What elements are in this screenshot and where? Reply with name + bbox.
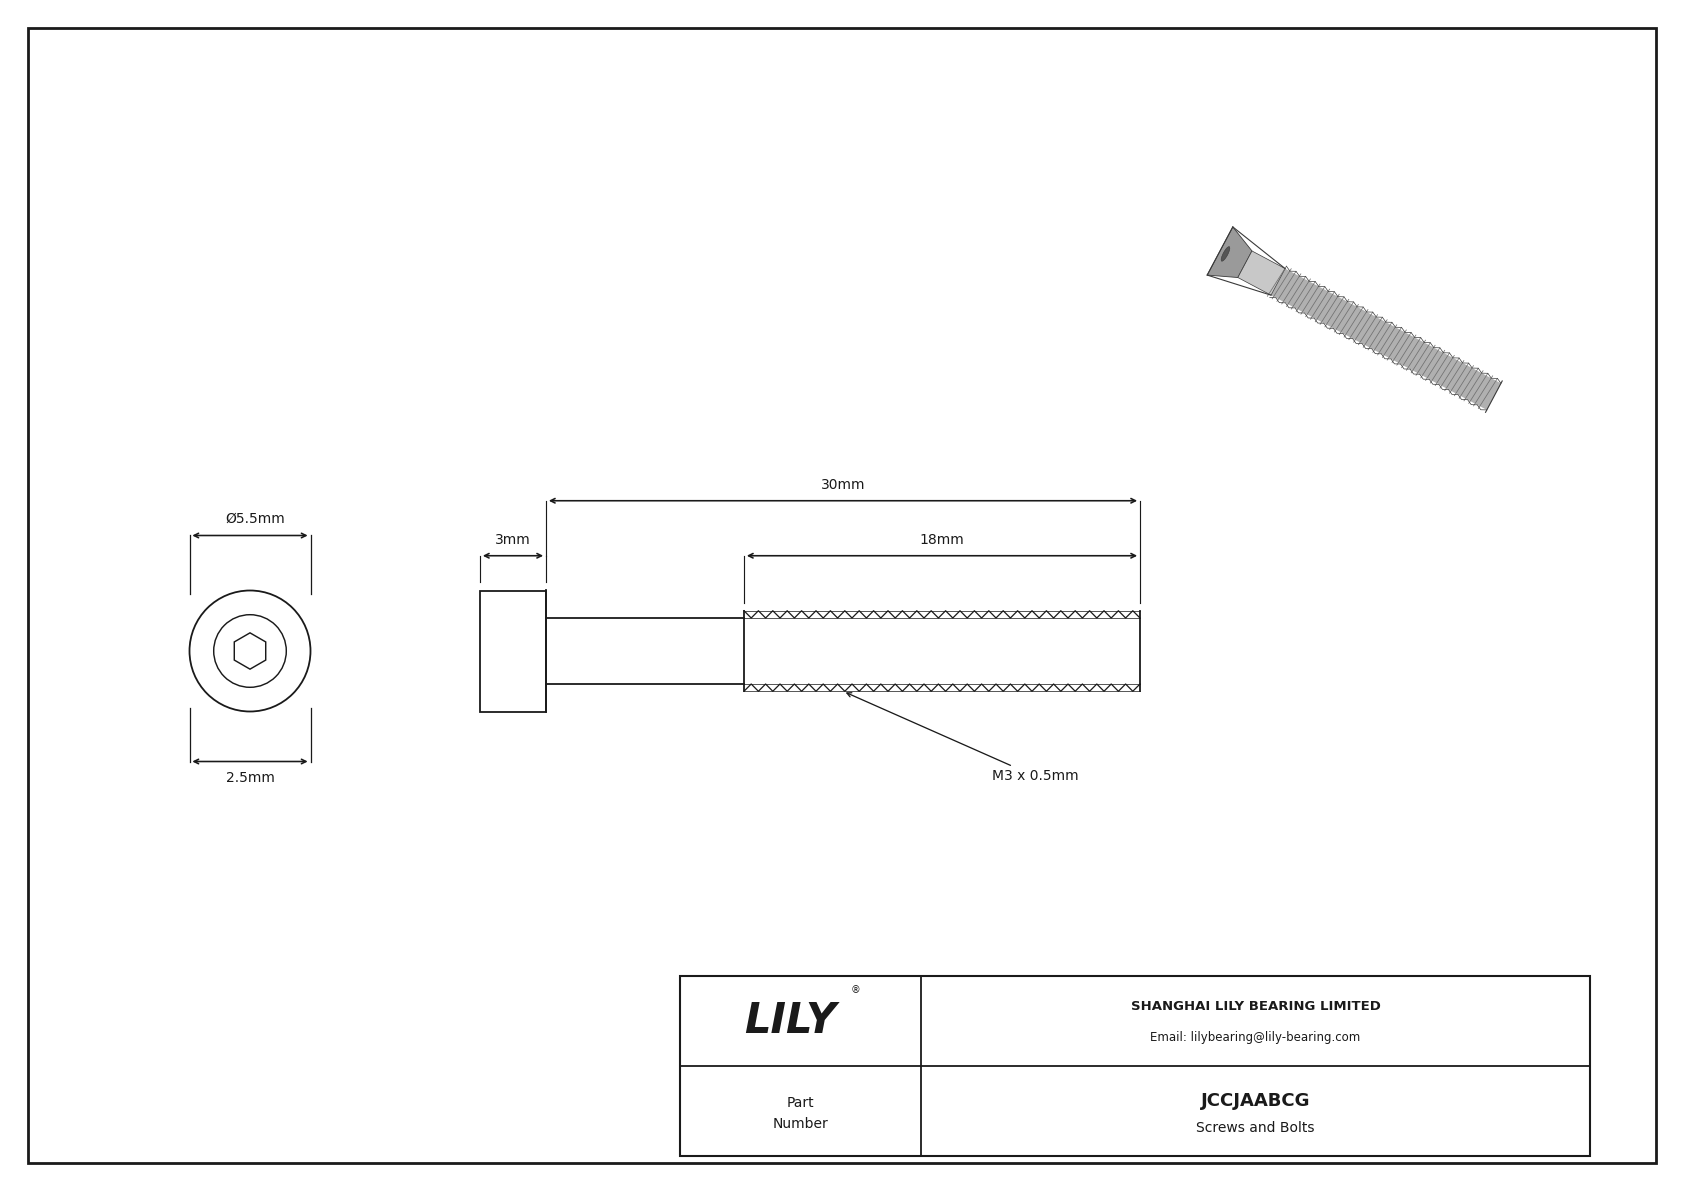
Text: ®: ® — [850, 985, 861, 994]
Text: Ø5.5mm: Ø5.5mm — [226, 511, 285, 525]
Ellipse shape — [1221, 247, 1229, 261]
Text: SHANGHAI LILY BEARING LIMITED: SHANGHAI LILY BEARING LIMITED — [1130, 999, 1381, 1012]
Text: JCCJAABCG: JCCJAABCG — [1201, 1092, 1310, 1110]
Text: 18mm: 18mm — [919, 532, 965, 547]
Text: 30mm: 30mm — [820, 478, 866, 492]
Text: 3mm: 3mm — [495, 532, 530, 547]
Bar — [480, 591, 546, 711]
Text: Number: Number — [773, 1117, 829, 1131]
Text: Part: Part — [786, 1096, 815, 1110]
Text: Screws and Bolts: Screws and Bolts — [1196, 1121, 1315, 1135]
Polygon shape — [1207, 227, 1251, 278]
Text: 2.5mm: 2.5mm — [226, 772, 274, 786]
Polygon shape — [1238, 251, 1285, 295]
Polygon shape — [1271, 269, 1500, 410]
Bar — [680, 975, 1590, 1156]
Text: Email: lilybearing@lily-bearing.com: Email: lilybearing@lily-bearing.com — [1150, 1031, 1361, 1045]
Text: LILY: LILY — [744, 1000, 837, 1042]
Text: M3 x 0.5mm: M3 x 0.5mm — [847, 693, 1078, 784]
